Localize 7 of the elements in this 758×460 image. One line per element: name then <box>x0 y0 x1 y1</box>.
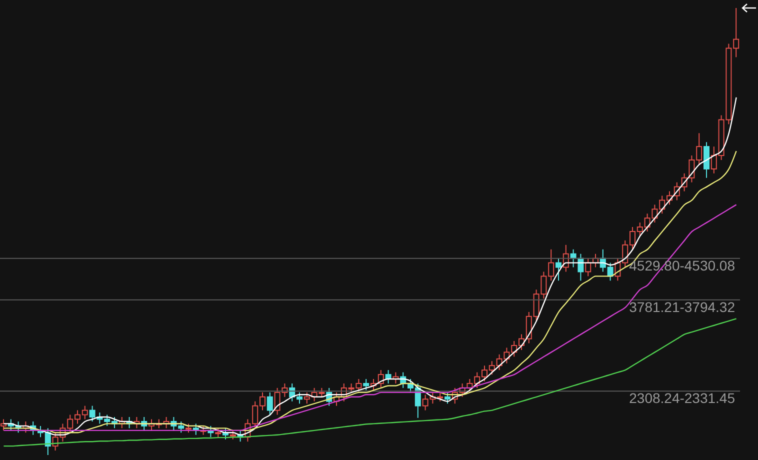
candlestick <box>444 392 450 404</box>
candlestick <box>704 142 710 178</box>
candlestick <box>556 258 562 282</box>
candlestick <box>363 378 370 391</box>
candlestick <box>266 392 273 416</box>
annotation: 2308.24-2331.45 <box>629 390 736 406</box>
annotation: 3781.21-3794.32 <box>629 298 736 315</box>
